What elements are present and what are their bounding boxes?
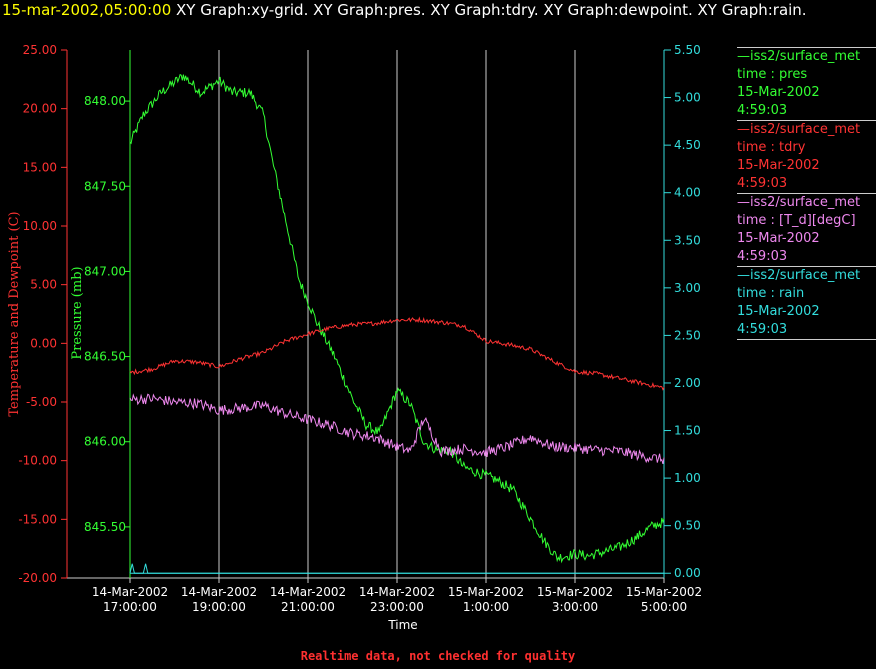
x-tick-label-date: 14-Mar-2002 [270,585,346,599]
rain-tick-label: 0.50 [674,519,701,533]
x-tick-label-time: 5:00:00 [641,600,687,614]
rain-tick-label: 1.00 [674,471,701,485]
legend-variable: time : tdry [737,140,806,155]
series-pres [129,73,665,564]
rain-tick-label: 2.00 [674,376,701,390]
temp-tick-label: 25.00 [23,43,57,57]
rain-tick-label: 5.50 [674,43,701,57]
x-tick-label-time: 21:00:00 [281,600,335,614]
x-tick-label-time: 23:00:00 [370,600,424,614]
series-line-dewpoint [129,393,665,465]
title-graph-list: XY Graph:xy-grid. XY Graph:pres. XY Grap… [176,1,807,19]
title-datetime: 15-mar-2002,05:00:00 [2,1,172,19]
pres-tick-label: 847.00 [84,264,126,278]
series-tdry [129,316,665,391]
x-tick-label-time: 1:00:00 [463,600,509,614]
rain-tick-label: 5.00 [674,91,701,105]
legend-end-rule [737,339,876,340]
x-tick-label-date: 15-Mar-2002 [448,585,524,599]
legend-time: 4:59:03 [737,103,788,118]
temp-tick-label: 0.00 [30,336,57,350]
x-tick-label-time: 19:00:00 [192,600,246,614]
series-line-rain [129,563,664,574]
legend-source: —iss2/surface_met [737,49,861,64]
temp-tick-label: 15.00 [23,160,57,174]
x-tick-label-date: 14-Mar-2002 [359,585,435,599]
legend-source: —iss2/surface_met [737,268,861,283]
temp-tick-label: -5.00 [26,395,57,409]
legend-time: 4:59:03 [737,176,788,191]
legend: —iss2/surface_met time : pres 15-Mar-2002 4… [737,47,876,340]
x-tick-label-time: 17:00:00 [103,600,157,614]
series-rain [129,563,664,574]
x-tick-label-time: 3:00:00 [552,600,598,614]
rain-tick-label: 1.50 [674,424,701,438]
legend-time: 4:59:03 [737,322,788,337]
pres-axis-title: Pressure (mb) [70,266,85,359]
x-tick-label-date: 15-Mar-2002 [537,585,613,599]
pres-tick-label: 846.00 [84,435,126,449]
legend-source: —iss2/surface_met [737,122,861,137]
legend-date: 15-Mar-2002 [737,85,820,100]
pres-tick-label: 847.50 [84,179,126,193]
temp-tick-label: -15.00 [18,512,57,526]
rain-tick-label: 2.50 [674,328,701,342]
legend-time: 4:59:03 [737,249,788,264]
legend-source: —iss2/surface_met [737,195,861,210]
pres-tick-label: 846.50 [84,350,126,364]
temp-axis-title: Temperature and Dewpoint (C) [7,211,22,416]
legend-date: 15-Mar-2002 [737,304,820,319]
series-line-tdry [129,316,665,391]
rain-tick-label: 3.00 [674,281,701,295]
series-dewpoint [129,393,665,465]
legend-variable: time : rain [737,286,805,301]
rain-tick-label: 3.50 [674,233,701,247]
legend-date: 15-Mar-2002 [737,231,820,246]
temp-tick-label: 10.00 [23,219,57,233]
pres-tick-label: 845.50 [84,520,126,534]
rain-tick-label: 4.50 [674,138,701,152]
legend-variable: time : pres [737,67,808,82]
rain-tick-label: 4.00 [674,186,701,200]
rain-tick-label: 0.00 [674,566,701,580]
series-line-pres [129,73,665,564]
x-axis-title: Time [387,618,417,632]
legend-variable: time : [T_d][degC] [737,213,856,228]
x-tick-label-date: 15-Mar-2002 [626,585,702,599]
pres-tick-label: 848.00 [84,94,126,108]
quality-note: Realtime data, not checked for quality [300,649,576,663]
x-tick-label-date: 14-Mar-2002 [181,585,257,599]
graph-title-bar: 15-mar-2002,05:00:00 XY Graph:xy-grid. X… [2,1,807,19]
legend-date: 15-Mar-2002 [737,158,820,173]
temp-tick-label: -20.00 [18,571,57,585]
temp-tick-label: 5.00 [30,278,57,292]
x-tick-label-date: 14-Mar-2002 [92,585,168,599]
temp-tick-label: 20.00 [23,102,57,116]
temp-tick-label: -10.00 [18,454,57,468]
